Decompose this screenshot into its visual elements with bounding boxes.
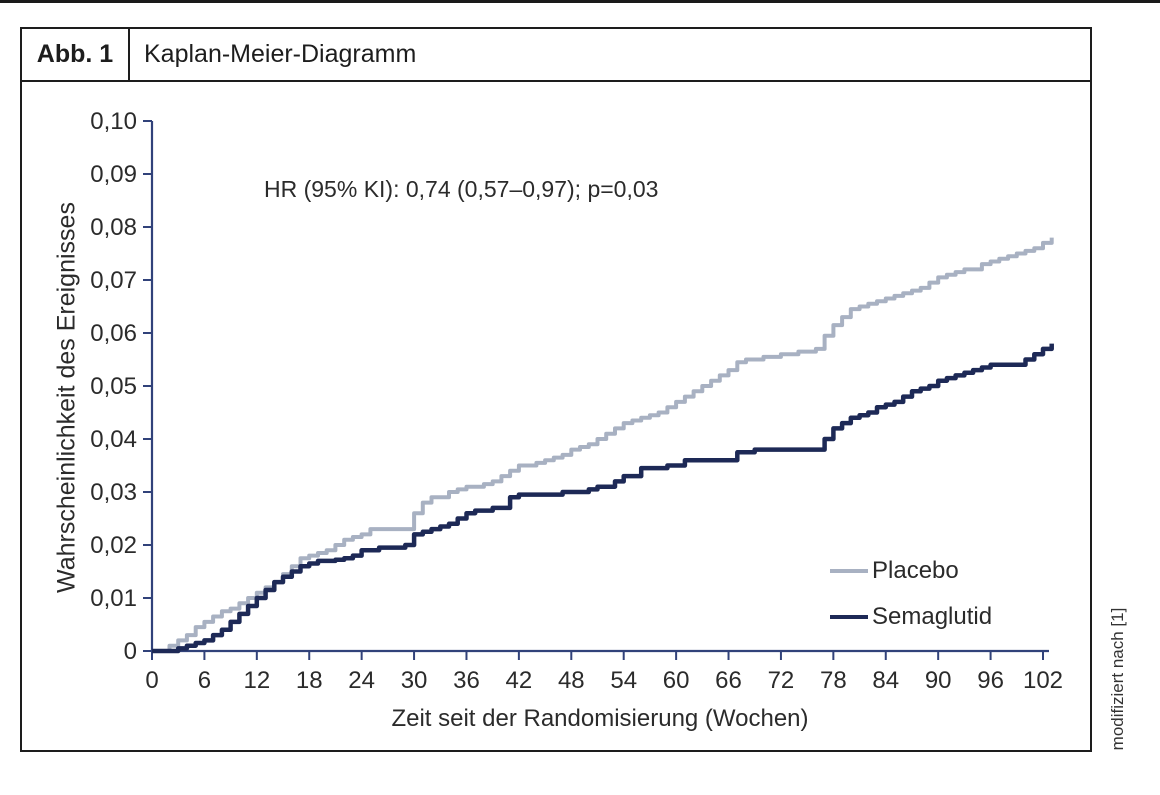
semaglutid-line-swatch bbox=[830, 614, 868, 620]
figure-number-label: Abb. 1 bbox=[22, 29, 130, 80]
legend-label-placebo: Placebo bbox=[872, 557, 959, 584]
legend-label-semaglutid: Semaglutid bbox=[872, 603, 993, 630]
figure-header: Abb. 1 Kaplan-Meier-Diagramm bbox=[22, 29, 1090, 82]
hazard-ratio-annotation: HR (95% KI): 0,74 (0,57–0,97); p=0,03 bbox=[264, 176, 659, 202]
x-axis-title: Zeit seit der Randomisierung (Wochen) bbox=[391, 705, 809, 732]
figure-title: Kaplan-Meier-Diagramm bbox=[144, 40, 417, 68]
legend: Placebo Semaglutid bbox=[830, 548, 992, 640]
source-note: modifiziert nach [1] bbox=[1108, 607, 1127, 751]
y-axis-title: Wahrscheinlichkeit des Ereignisses bbox=[52, 202, 81, 593]
legend-item-semaglutid: Semaglutid bbox=[830, 594, 992, 640]
figure-box: Abb. 1 Kaplan-Meier-Diagramm bbox=[20, 27, 1092, 752]
placebo-line-swatch bbox=[830, 569, 868, 573]
top-rule bbox=[0, 0, 1160, 3]
legend-item-placebo: Placebo bbox=[830, 548, 992, 594]
